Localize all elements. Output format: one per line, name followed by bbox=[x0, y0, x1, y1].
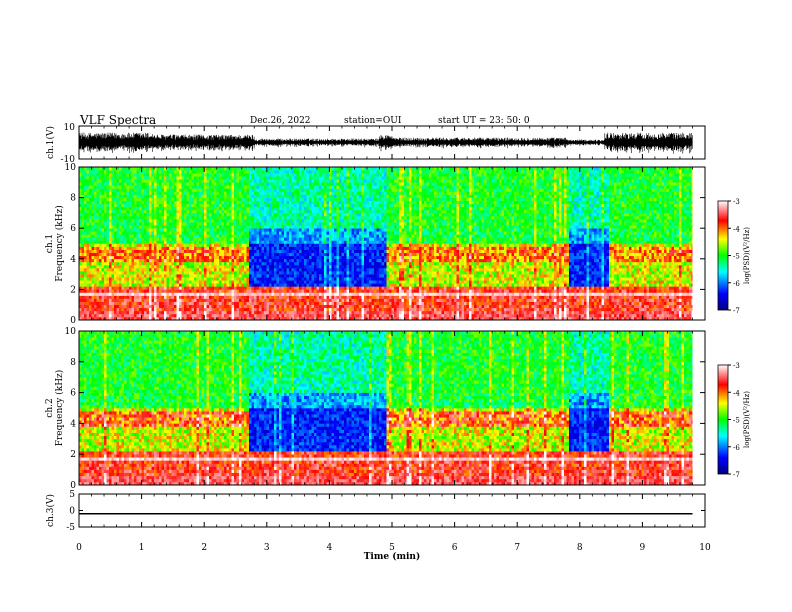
spectrogram-ytick-label: 4 bbox=[70, 419, 76, 429]
x-tick-label: 4 bbox=[327, 543, 333, 553]
x-tick-label: 10 bbox=[699, 543, 711, 553]
colorbar-label: log(PSD)(V²/Hz) bbox=[743, 227, 751, 284]
spectrogram-image bbox=[79, 331, 695, 485]
colorbar-label: log(PSD)(V²/Hz) bbox=[743, 391, 751, 448]
chart-title: VLF Spectra bbox=[80, 113, 156, 127]
colorbar bbox=[717, 200, 729, 311]
colorbar-tick-label: -6 bbox=[733, 444, 740, 452]
x-axis-label: Time (min) bbox=[364, 551, 421, 562]
colorbar-tick-label: -3 bbox=[733, 362, 740, 370]
colorbar-tick-label: -4 bbox=[733, 389, 740, 397]
spectrogram-ytick-label: 6 bbox=[70, 224, 76, 234]
x-tick-label: 1 bbox=[139, 543, 145, 553]
colorbar-tick-label: -7 bbox=[733, 307, 740, 315]
start-time-label: start UT = 23: 50: 0 bbox=[438, 116, 530, 126]
spectrogram-image bbox=[79, 167, 695, 320]
spectrogram-ytick-label: 8 bbox=[70, 358, 76, 368]
no-data-area bbox=[692, 331, 705, 485]
spectrogram-ytick-label: 2 bbox=[70, 450, 76, 460]
spectrogram-ytick-label: 10 bbox=[65, 327, 77, 337]
x-tick-label: 3 bbox=[264, 543, 270, 553]
spectrogram-ytick-label: 0 bbox=[70, 481, 76, 491]
ch1-waveform-trace bbox=[79, 132, 693, 154]
spectrogram-channel-label: ch.1 bbox=[45, 234, 55, 253]
x-tick-label: 5 bbox=[389, 543, 395, 553]
spectrogram-ylabel: Frequency (kHz) bbox=[54, 205, 65, 282]
ch2-spectrogram-panel: 0 2 4 6 8 10 ch.2 Frequency (kHz) bbox=[45, 327, 706, 491]
colorbar-tick-label: -6 bbox=[733, 280, 740, 288]
colorbar-tick-label: -5 bbox=[733, 417, 740, 425]
x-tick-label: 2 bbox=[201, 543, 207, 553]
ch3-ytick-label: -5 bbox=[66, 523, 75, 533]
x-tick-label: 0 bbox=[76, 543, 82, 553]
ch3-ylabel: ch.3(V) bbox=[45, 494, 56, 527]
ch1-ytick-label: -10 bbox=[61, 155, 76, 165]
spectrogram-ytick-label: 6 bbox=[70, 389, 76, 399]
no-data-area bbox=[692, 167, 705, 320]
ch1-spectrogram-panel: 0 2 4 6 8 10 ch.1 Frequency (kHz) bbox=[45, 163, 706, 326]
ch1-waveform-panel: 10 -10 ch.1(V) bbox=[45, 123, 706, 165]
x-tick-label: 6 bbox=[452, 543, 458, 553]
colorbar bbox=[717, 364, 729, 475]
spectrogram-ytick-label: 10 bbox=[65, 163, 77, 173]
spectrogram-ytick-label: 8 bbox=[70, 194, 76, 204]
spectrogram-ytick-label: 2 bbox=[70, 285, 76, 295]
spectrogram-ylabel: Frequency (kHz) bbox=[54, 370, 65, 447]
colorbar-tick-label: -4 bbox=[733, 225, 740, 233]
colorbars: -3 -4 -5 -6 -7 log(PSD)(V²/Hz) -3 -4 -5 -6 -7 log(P… bbox=[717, 198, 751, 479]
spectrogram-channel-label: ch.2 bbox=[45, 398, 55, 417]
ch3-ytick-label: 5 bbox=[69, 490, 75, 500]
colorbar-tick-label: -7 bbox=[733, 471, 740, 479]
x-tick-label: 7 bbox=[514, 543, 520, 553]
station-label: station=OUI bbox=[344, 116, 401, 126]
colorbar-tick-label: -3 bbox=[733, 198, 740, 206]
x-tick-label: 9 bbox=[640, 543, 646, 553]
date-label: Dec.26, 2022 bbox=[250, 116, 311, 126]
x-tick-label: 8 bbox=[577, 543, 583, 553]
spectrogram-ytick-label: 4 bbox=[70, 255, 76, 265]
ch3-ytick-label: 0 bbox=[69, 507, 75, 517]
ch1-ylabel: ch.1(V) bbox=[45, 126, 56, 159]
ch1-ytick-label: 10 bbox=[64, 123, 76, 133]
colorbar-tick-label: -5 bbox=[733, 253, 740, 261]
spectrogram-ytick-label: 0 bbox=[70, 316, 76, 326]
